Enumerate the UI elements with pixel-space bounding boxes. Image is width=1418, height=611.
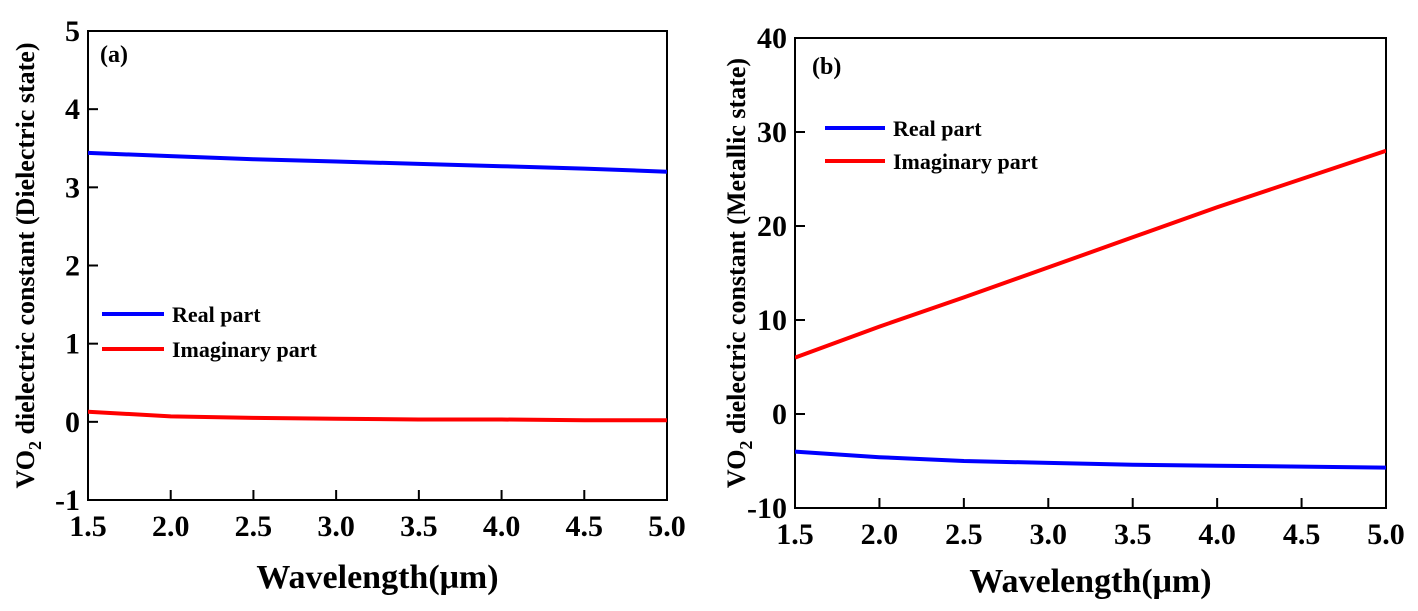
y-axis-title-suffix: dielectric constant (Metallic state) [722,58,751,441]
series-line-imaginary-part [88,409,667,423]
panel-label: (a) [100,42,128,68]
y-tick-label: 20 [757,210,787,243]
x-tick-label: 2.0 [861,518,899,551]
x-tick-label: 4.5 [1283,518,1321,551]
x-axis-title: Wavelength(μm) [969,563,1211,600]
y-tick-label: 30 [757,116,787,149]
x-tick-label: 3.5 [400,510,438,543]
y-axis-title-prefix: VO [11,450,40,488]
x-tick-label: 4.0 [483,510,521,543]
y-tick-label: -10 [747,492,787,525]
chart-panel-b: 1.5 2.0 2.5 3.0 3.5 4.0 4.5 5.0 -10 0 10 20 30 40 Wave… [722,22,1405,600]
x-tick-label: 4.0 [1198,518,1236,551]
series-line-real-part [795,449,1386,470]
legend-label: Real part [172,302,261,327]
x-axis-title: Wavelength(μm) [256,559,498,596]
x-tick-label: 2.5 [945,518,983,551]
y-tick-label: 2 [65,250,80,283]
x-tick-label: 1.5 [776,518,814,551]
y-tick-label: 10 [757,304,787,337]
y-axis-title-subscript: 2 [736,441,756,450]
x-tick-label: 4.5 [566,510,604,543]
y-axis-title: VO2 dielectric constant (Dielectric stat… [11,43,45,489]
chart-panel-a: 1.5 2.0 2.5 3.0 3.5 4.0 4.5 5.0 -1 0 1 2 3 4 5 Waveleng… [11,15,686,596]
x-tick-label: 5.0 [1367,518,1405,551]
series-line-imaginary-part [795,148,1386,360]
y-tick-label: 5 [65,15,80,48]
panel-label: (b) [812,54,841,80]
x-tick-label: 3.0 [317,510,355,543]
legend-label: Real part [893,116,982,141]
x-tick-label: 3.5 [1114,518,1152,551]
y-tick-label: 0 [772,398,787,431]
y-tick-label: 0 [65,406,80,439]
y-tick-label: -1 [55,484,80,517]
legend-label: Imaginary part [172,337,318,362]
plot-frame [794,37,1387,509]
x-tick-label: 1.5 [69,510,107,543]
y-tick-label: 1 [65,328,80,361]
x-tick-label: 2.5 [235,510,273,543]
y-tick-label: 4 [65,93,80,126]
x-tick-label: 5.0 [648,510,686,543]
legend-label: Imaginary part [893,149,1039,174]
y-axis-title-prefix: VO [722,450,751,488]
plot-frame [87,30,668,501]
y-axis-title-subscript: 2 [25,441,45,450]
series-line-real-part [88,150,667,174]
y-tick-label: 3 [65,171,80,204]
x-tick-label: 2.0 [152,510,190,543]
x-tick-label: 3.0 [1030,518,1068,551]
y-axis-title-suffix: dielectric constant (Dielectric state) [11,43,40,441]
y-axis-title: VO2 dielectric constant (Metallic state) [722,58,756,488]
y-tick-label: 40 [757,22,787,55]
